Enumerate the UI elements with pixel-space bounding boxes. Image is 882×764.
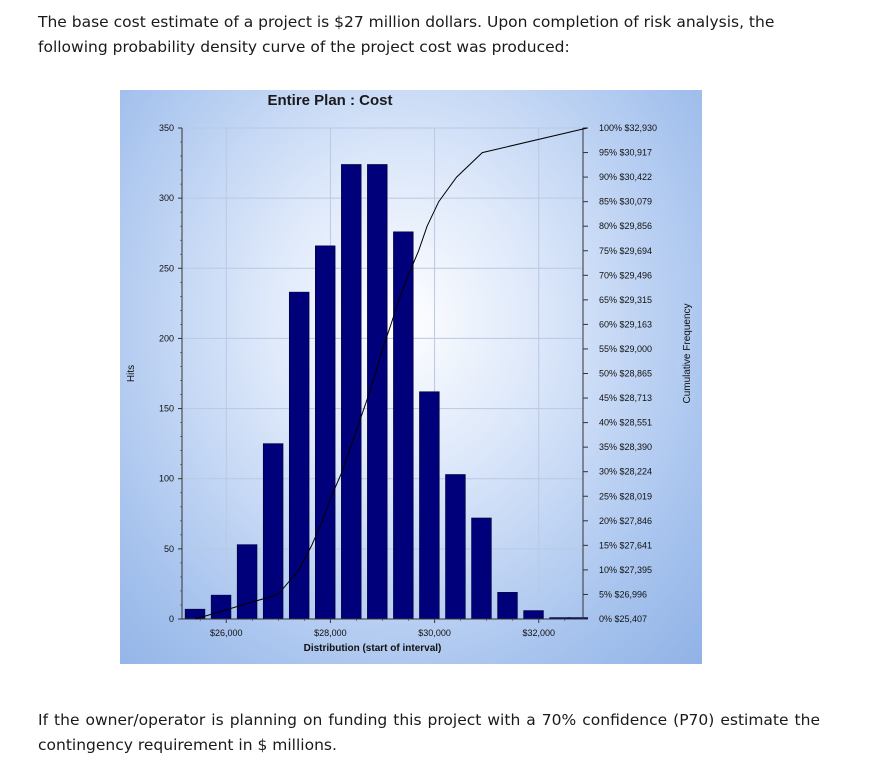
histogram-chart: 0 50 100 150 200 250 300 350 $26,000 $28,000 $30,0… — [126, 123, 693, 654]
question-text: If the owner/operator is planning on fun… — [38, 711, 820, 754]
x-tick-label: $28,000 — [314, 628, 347, 638]
cumulative-curve — [195, 127, 588, 620]
labels-layer: 0 50 100 150 200 250 300 350 $26,000 $28,000 $30,0… — [126, 123, 693, 654]
histogram-bar — [497, 592, 518, 620]
cumulative-label: 25% $28,019 — [599, 491, 652, 501]
histogram-bar — [210, 594, 232, 620]
cumulative-label: 75% $29,694 — [599, 246, 652, 256]
y-tick-label: 100 — [159, 474, 174, 484]
cumulative-label: 85% $30,079 — [599, 197, 652, 207]
histogram-bar — [419, 391, 440, 620]
histogram-bar — [367, 164, 388, 620]
histogram-bar — [236, 544, 258, 620]
x-axis-title: Distribution (start of interval) — [304, 643, 442, 654]
y-tick-label: 50 — [164, 544, 174, 554]
cumulative-label: 30% $28,224 — [599, 467, 652, 477]
y-tick-label: 150 — [159, 404, 174, 414]
cumulative-label: 90% $30,422 — [599, 172, 652, 182]
cumulative-label: 40% $28,551 — [599, 418, 652, 428]
histogram-bar — [315, 245, 336, 620]
bars-layer — [184, 164, 588, 620]
y-tick-label: 350 — [159, 123, 174, 133]
cumulative-label: 80% $29,856 — [599, 221, 652, 231]
y-tick-label: 300 — [159, 193, 174, 203]
y-tick-label: 250 — [159, 263, 174, 273]
y2-axis-title: Cumulative Frequency — [682, 303, 693, 403]
x-tick-label: $32,000 — [522, 628, 555, 638]
histogram-bar — [341, 164, 362, 620]
chart-panel: Entire Plan : Cost 0 50 100 150 200 250 300 350… — [120, 90, 702, 664]
histogram-bar — [393, 231, 414, 620]
cumulative-label: 20% $27,846 — [599, 516, 652, 526]
chart-title: Entire Plan : Cost — [267, 92, 393, 109]
histogram-bar — [445, 474, 466, 620]
cumulative-label: 60% $29,163 — [599, 319, 652, 329]
cumulative-label: 95% $30,917 — [599, 148, 652, 158]
cumulative-label: 100% $32,930 — [599, 123, 657, 133]
y-tick-label: 200 — [159, 333, 174, 343]
cumulative-label: 50% $28,865 — [599, 369, 652, 379]
x-tick-label: $26,000 — [210, 628, 243, 638]
cumulative-label: 65% $29,315 — [599, 295, 652, 305]
cumulative-label: 70% $29,496 — [599, 270, 652, 280]
histogram-bar — [523, 610, 544, 620]
curve-layer — [195, 127, 588, 620]
y-tick-label: 0 — [169, 614, 174, 624]
cumulative-label: 45% $28,713 — [599, 393, 652, 403]
cumulative-label: 55% $29,000 — [599, 344, 652, 354]
problem-statement: The base cost estimate of a project is $… — [38, 13, 775, 56]
cumulative-label: 0% $25,407 — [599, 614, 647, 624]
cumulative-label: 5% $26,996 — [599, 589, 647, 599]
cumulative-label: 35% $28,390 — [599, 442, 652, 452]
x-tick-label: $30,000 — [418, 628, 451, 638]
histogram-bar — [471, 517, 492, 620]
cumulative-label: 10% $27,395 — [599, 565, 652, 575]
y-axis-title: Hits — [126, 365, 137, 382]
cumulative-label: 15% $27,641 — [599, 540, 652, 550]
